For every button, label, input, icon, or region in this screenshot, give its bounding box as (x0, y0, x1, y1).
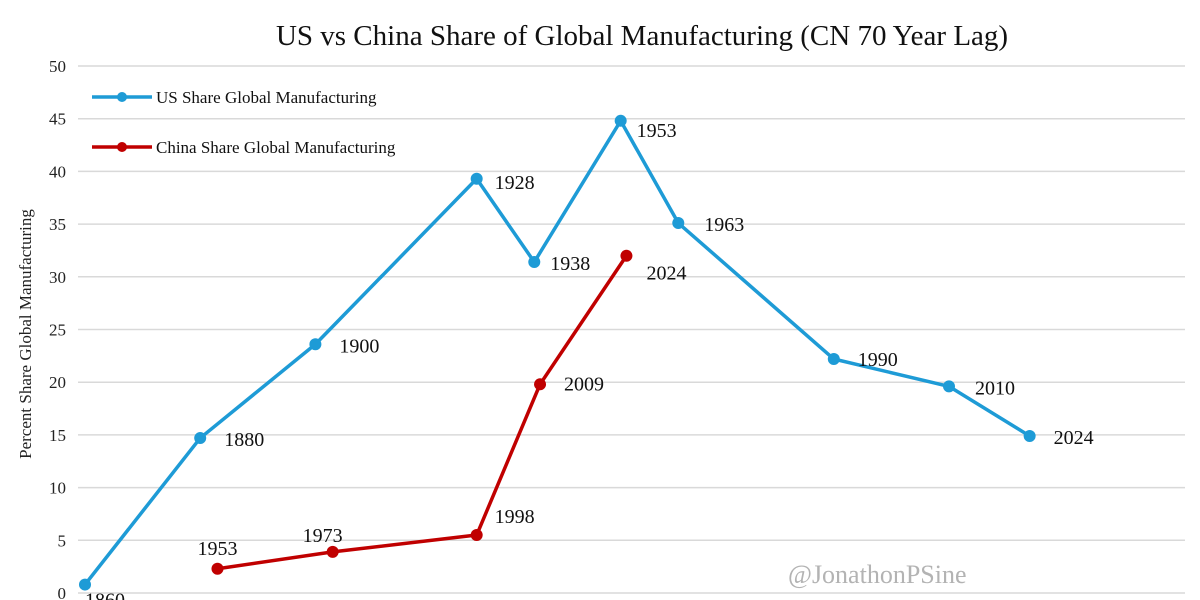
y-tick-30: 30 (49, 268, 66, 287)
point-us-1928 (470, 172, 483, 185)
legend-label-china: China Share Global Manufacturing (156, 138, 396, 157)
point-us-1900 (309, 338, 322, 351)
point-us-2024 (1023, 429, 1036, 442)
data-label-us-2010: 2010 (975, 377, 1015, 399)
data-label-us-1938: 1938 (550, 253, 590, 275)
point-china-2009 (534, 378, 547, 391)
y-tick-25: 25 (49, 321, 66, 340)
series-lines (79, 114, 1036, 591)
y-tick-40: 40 (49, 162, 66, 181)
chart-title: US vs China Share of Global Manufacturin… (276, 20, 1008, 52)
data-label-us-1953: 1953 (637, 120, 677, 142)
watermark: @JonathonPSine (788, 560, 967, 589)
legend-marker-us (117, 92, 127, 102)
point-us-1990 (827, 353, 840, 366)
data-label-china-1953: 1953 (197, 538, 237, 560)
legend-marker-china (117, 142, 127, 152)
y-tick-20: 20 (49, 373, 66, 392)
y-tick-5: 5 (58, 531, 67, 550)
y-tick-45: 45 (49, 110, 66, 129)
data-label-china-2009: 2009 (564, 373, 604, 395)
point-china-1998 (470, 529, 483, 542)
point-us-1938 (528, 256, 541, 269)
data-label-us-1880: 1880 (224, 429, 264, 451)
data-labels: 1860 1880 1900 1928 1938 1953 1963 1990 2010 2024… (85, 120, 1094, 600)
point-us-1963 (672, 217, 685, 230)
y-tick-15: 15 (49, 426, 66, 445)
data-label-us-1860: 1860 (85, 590, 125, 600)
gridlines (78, 65, 1185, 594)
y-tick-35: 35 (49, 215, 66, 234)
data-label-china-2024: 2024 (646, 263, 686, 285)
legend-label-us: US Share Global Manufacturing (156, 88, 377, 107)
y-tick-50: 50 (49, 57, 66, 76)
y-tick-labels: 0 5 10 15 20 25 30 35 40 45 50 (49, 57, 66, 600)
point-china-2024 (620, 249, 633, 262)
point-china-1973 (326, 545, 339, 558)
series-line-china (217, 254, 628, 571)
y-axis-label: Percent Share Global Manufacturing (16, 209, 35, 459)
y-tick-10: 10 (49, 479, 66, 498)
point-china-1953 (211, 562, 224, 575)
point-us-2010 (943, 380, 955, 393)
data-label-china-1973: 1973 (303, 525, 343, 547)
data-label-us-1963: 1963 (704, 214, 744, 236)
series-line-us (83, 119, 1031, 586)
point-us-1880 (194, 432, 207, 445)
point-us-1953 (614, 114, 627, 127)
y-tick-0: 0 (58, 584, 67, 600)
data-label-us-1990: 1990 (858, 349, 898, 371)
data-label-us-2024: 2024 (1054, 427, 1094, 449)
data-label-china-1998: 1998 (495, 506, 535, 528)
point-us-1860 (79, 578, 91, 591)
data-label-us-1928: 1928 (495, 172, 535, 194)
legend: US Share Global Manufacturing China Shar… (92, 88, 396, 157)
data-label-us-1900: 1900 (339, 335, 379, 357)
